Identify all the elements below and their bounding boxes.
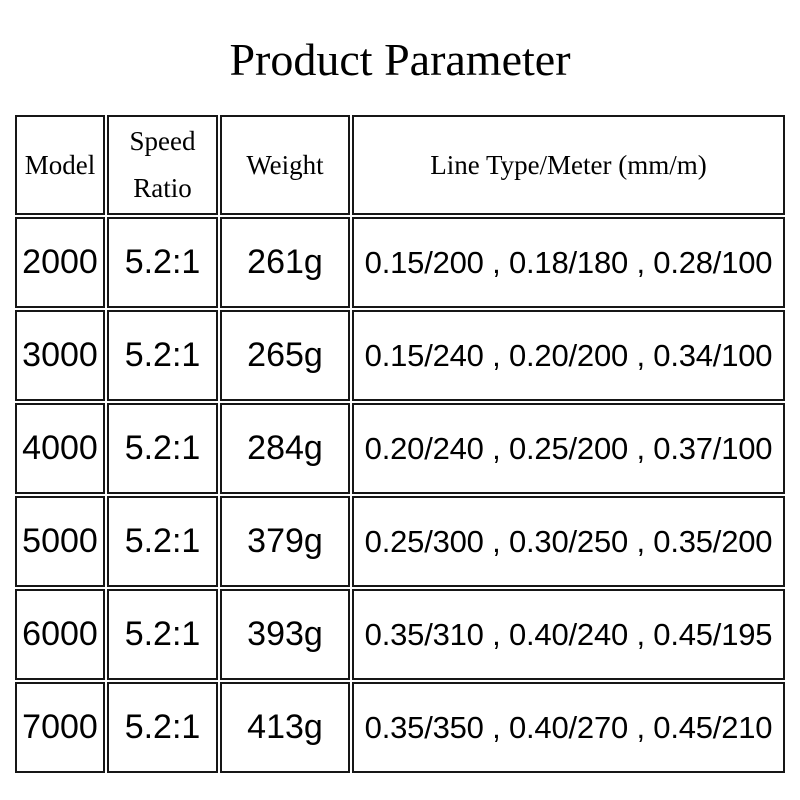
line-type-cell: 0.15/240 , 0.20/200 , 0.34/100 (352, 310, 785, 402)
line-type-cell: 0.25/300 , 0.30/250 , 0.35/200 (352, 496, 785, 588)
speed-ratio-cell: 5.2:1 (107, 310, 218, 402)
table-row: 6000 5.2:1 393g 0.35/310 , 0.40/240 , 0.… (15, 589, 785, 681)
line-type-cell: 0.20/240 , 0.25/200 , 0.37/100 (352, 403, 785, 495)
table-row: 5000 5.2:1 379g 0.25/300 , 0.30/250 , 0.… (15, 496, 785, 588)
model-cell: 5000 (15, 496, 105, 588)
line-type-cell: 0.35/310 , 0.40/240 , 0.45/195 (352, 589, 785, 681)
header-cell-model: Model (15, 115, 105, 216)
speed-ratio-cell: 5.2:1 (107, 496, 218, 588)
model-cell: 2000 (15, 217, 105, 309)
speed-ratio-cell: 5.2:1 (107, 589, 218, 681)
header-cell-line-type: Line Type/Meter (mm/m) (352, 115, 785, 216)
table-row: 3000 5.2:1 265g 0.15/240 , 0.20/200 , 0.… (15, 310, 785, 402)
header-cell-weight: Weight (220, 115, 350, 216)
model-cell: 7000 (15, 682, 105, 774)
line-type-cell: 0.15/200 , 0.18/180 , 0.28/100 (352, 217, 785, 309)
weight-cell: 261g (220, 217, 350, 309)
speed-ratio-cell: 5.2:1 (107, 682, 218, 774)
weight-cell: 379g (220, 496, 350, 588)
spec-table: Model Speed Ratio Weight Line Type/Meter… (13, 113, 787, 776)
weight-cell: 393g (220, 589, 350, 681)
weight-cell: 265g (220, 310, 350, 402)
weight-cell: 413g (220, 682, 350, 774)
model-cell: 3000 (15, 310, 105, 402)
model-cell: 4000 (15, 403, 105, 495)
speed-ratio-cell: 5.2:1 (107, 217, 218, 309)
line-type-cell: 0.35/350 , 0.40/270 , 0.45/210 (352, 682, 785, 774)
page-title: Product Parameter (229, 34, 571, 85)
speed-ratio-cell: 5.2:1 (107, 403, 218, 495)
table-row: 7000 5.2:1 413g 0.35/350 , 0.40/270 , 0.… (15, 682, 785, 774)
weight-cell: 284g (220, 403, 350, 495)
table-row: 4000 5.2:1 284g 0.20/240 , 0.25/200 , 0.… (15, 403, 785, 495)
header-row: Model Speed Ratio Weight Line Type/Meter… (15, 115, 785, 216)
header-cell-speed-ratio: Speed Ratio (107, 115, 218, 216)
table-row: 2000 5.2:1 261g 0.15/200 , 0.18/180 , 0.… (15, 217, 785, 309)
model-cell: 6000 (15, 589, 105, 681)
